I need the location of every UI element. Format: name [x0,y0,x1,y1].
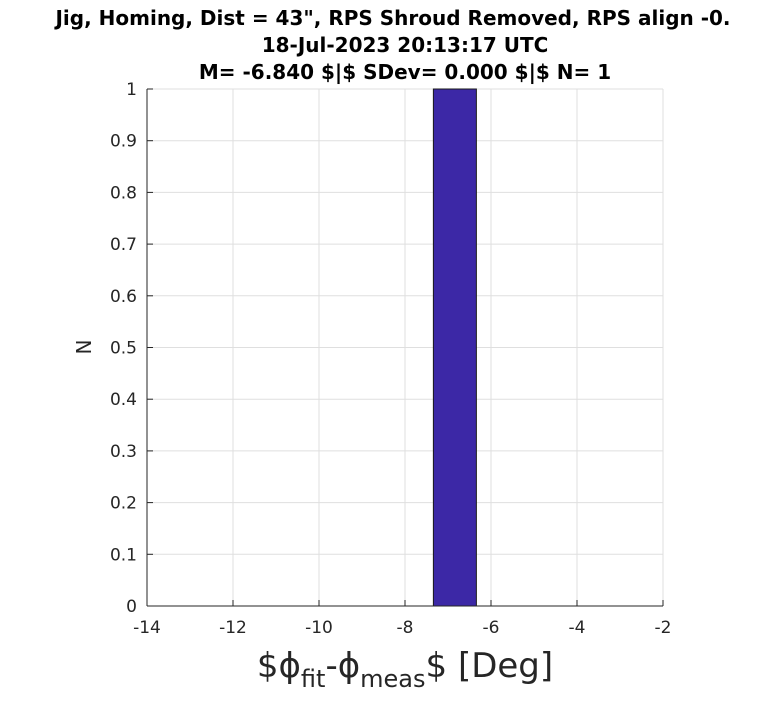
x-tick-label: -10 [305,618,333,638]
histogram-bars [432,88,477,607]
y-tick-label: 0.1 [110,545,137,565]
grid-lines [146,88,664,607]
x-tick-label: -14 [133,618,161,638]
axes [146,88,664,607]
x-axis-label-prefix: $ϕ [257,646,301,686]
x-tick-label: -12 [219,618,247,638]
chart-title-line-1: Jig, Homing, Dist = 43", RPS Shroud Remo… [53,6,730,30]
x-axis-label: $ϕfit-ϕmeas$ [Deg] [257,646,553,693]
x-axis-label-sub-meas: meas [360,665,425,693]
y-tick-label: 0.7 [110,235,137,255]
x-axis-label-mid: -ϕ [325,646,360,686]
x-axis-label-suffix: $ [Deg] [426,646,554,686]
y-tick-label: 0.2 [110,494,137,514]
x-axis-label-sub-fit: fit [301,665,326,693]
y-tick-label: 0.4 [110,390,137,410]
y-tick-label: 0.6 [110,287,137,307]
tick-labels: -14 -12 -10 -8 -6 -4 -2 0 0.1 0.2 0.3 0.4 0.5 0.6 0.7 0… [110,80,672,638]
y-tick-label: 0 [126,597,137,617]
x-tick-label: -8 [397,618,414,638]
x-tick-label: -2 [655,618,672,638]
y-tick-label: 0.3 [110,442,137,462]
y-tick-label: 0.8 [110,183,137,203]
histogram-bar [432,88,477,607]
y-tick-label: 0.5 [110,339,137,359]
x-tick-label: -4 [569,618,586,638]
x-tick-label: -6 [483,618,500,638]
y-tick-label: 0.9 [110,132,137,152]
chart-title-line-2: 18-Jul-2023 20:13:17 UTC [262,33,549,57]
y-axis-label: N [72,340,96,355]
y-tick-label: 1 [126,80,137,100]
chart-title-line-3: M= -6.840 $|$ SDev= 0.000 $|$ N= 1 [199,60,611,84]
